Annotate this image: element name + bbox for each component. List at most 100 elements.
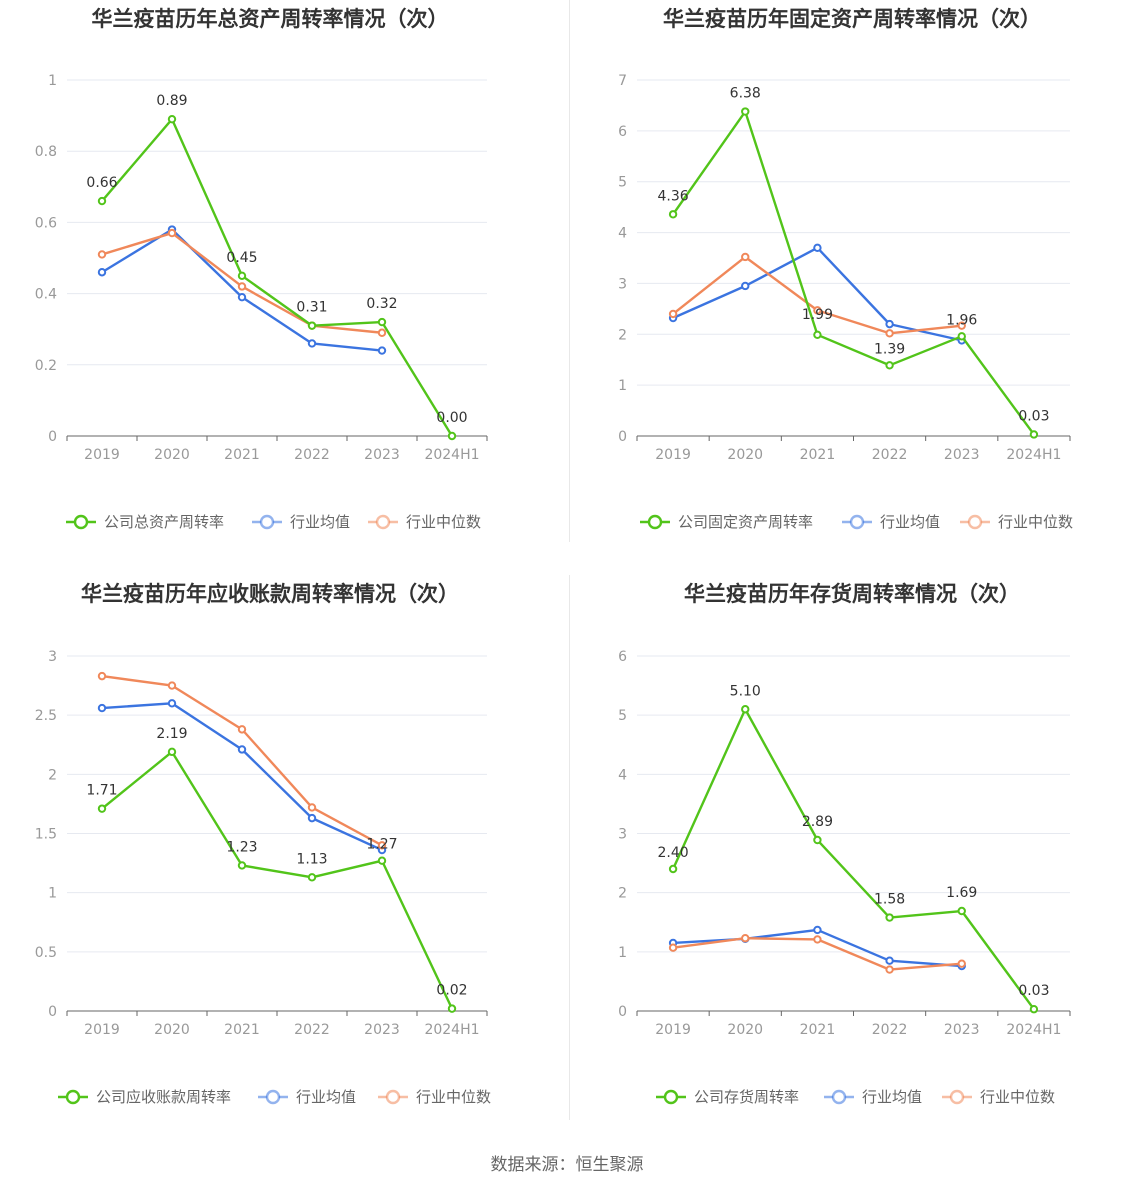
legend-item-median[interactable]: 行业中位数 (378, 1088, 491, 1106)
data-point-avg[interactable] (97, 268, 107, 277)
data-label: 2.40 (657, 845, 688, 861)
data-point-avg[interactable] (741, 281, 750, 291)
data-point-avg[interactable] (97, 703, 107, 713)
data-label: 1.96 (946, 312, 977, 328)
data-point-company[interactable] (885, 361, 894, 370)
legend-circle-icon (375, 514, 391, 530)
data-point-median[interactable] (957, 321, 966, 330)
data-point-median[interactable] (97, 250, 107, 259)
x-tick-label: 2022 (872, 447, 908, 463)
data-point-median[interactable] (813, 935, 822, 944)
data-point-company[interactable] (97, 196, 107, 206)
data-point-median[interactable] (237, 725, 247, 734)
data-point-avg[interactable] (377, 346, 387, 355)
legend-item-median[interactable]: 行业中位数 (368, 513, 481, 531)
data-point-company[interactable] (668, 864, 678, 874)
x-tick-label: 2019 (84, 447, 120, 463)
data-point-company[interactable] (237, 861, 247, 870)
data-point-avg[interactable] (237, 745, 247, 754)
data-point-company[interactable] (741, 107, 750, 116)
data-point-median[interactable] (885, 329, 894, 338)
data-point-company[interactable] (377, 856, 387, 865)
data-point-company[interactable] (97, 804, 107, 813)
data-point-avg[interactable] (813, 925, 822, 935)
x-tick-label: 2022 (294, 447, 330, 463)
data-point-avg[interactable] (237, 292, 247, 302)
legend-circle-icon (65, 1089, 81, 1105)
data-label: 0.89 (156, 93, 187, 109)
legend-label: 公司应收账款周转率 (96, 1088, 231, 1106)
data-point-company[interactable] (1029, 1005, 1039, 1014)
series-line-avg (672, 246, 963, 342)
data-point-company[interactable] (813, 330, 822, 339)
data-label: 1.39 (874, 341, 905, 357)
legend-item-company[interactable]: 公司总资产周转率 (66, 513, 224, 531)
legend-item-avg[interactable]: 行业均值 (842, 513, 940, 531)
legend-item-avg[interactable]: 行业均值 (258, 1088, 356, 1106)
x-tick-label: 2024H1 (424, 1022, 479, 1038)
y-tick-label: 1.5 (35, 827, 57, 843)
data-point-median[interactable] (668, 943, 678, 952)
data-point-company[interactable] (447, 1004, 457, 1013)
legend-label: 行业均值 (862, 1088, 922, 1106)
data-point-company[interactable] (957, 906, 966, 916)
data-point-median[interactable] (813, 306, 822, 315)
data-point-company[interactable] (957, 332, 966, 341)
data-point-company[interactable] (668, 210, 678, 219)
data-point-company[interactable] (167, 114, 177, 124)
data-point-avg[interactable] (167, 699, 177, 708)
legend-label: 公司总资产周转率 (104, 513, 224, 531)
legend-circle-icon (73, 514, 89, 530)
data-point-median[interactable] (97, 671, 107, 681)
data-point-company[interactable] (813, 835, 822, 845)
data-point-avg[interactable] (813, 243, 822, 253)
legend-item-company[interactable]: 公司存货周转率 (656, 1088, 799, 1106)
data-label: 1.58 (874, 892, 905, 908)
y-tick-label: 0 (618, 1004, 627, 1020)
data-point-company[interactable] (307, 321, 317, 330)
data-point-company[interactable] (741, 705, 750, 714)
data-point-avg[interactable] (307, 339, 317, 348)
data-point-median[interactable] (377, 841, 387, 850)
data-point-median[interactable] (307, 803, 317, 812)
data-point-avg[interactable] (885, 956, 894, 965)
data-point-company[interactable] (167, 747, 177, 757)
data-point-median[interactable] (237, 282, 247, 291)
legend-item-median[interactable]: 行业中位数 (942, 1088, 1055, 1106)
data-point-median[interactable] (885, 965, 894, 974)
data-label: 0.00 (436, 410, 467, 426)
legend-item-company[interactable]: 公司应收账款周转率 (58, 1088, 231, 1106)
legend-circle-icon (647, 514, 663, 530)
legend-item-avg[interactable]: 行业均值 (252, 513, 350, 531)
data-point-median[interactable] (668, 309, 678, 319)
data-point-median[interactable] (167, 681, 177, 690)
legend-item-avg[interactable]: 行业均值 (824, 1088, 922, 1106)
data-point-company[interactable] (885, 913, 894, 922)
data-point-median[interactable] (957, 959, 966, 968)
legend-item-median[interactable]: 行业中位数 (960, 513, 1073, 531)
data-point-avg[interactable] (307, 813, 317, 823)
data-point-avg[interactable] (885, 319, 894, 329)
data-label: 4.36 (657, 188, 688, 204)
data-point-company[interactable] (447, 431, 457, 441)
y-tick-label: 0.4 (35, 287, 57, 303)
data-point-company[interactable] (237, 271, 247, 280)
legend-label: 行业均值 (296, 1088, 356, 1106)
x-tick-label: 2020 (727, 447, 763, 463)
data-label: 1.71 (86, 783, 117, 799)
data-point-company[interactable] (377, 317, 387, 327)
chart-title: 华兰疫苗历年存货周转率情况（次） (684, 582, 1020, 606)
data-label: 0.66 (86, 175, 117, 191)
data-point-median[interactable] (741, 252, 750, 262)
data-point-company[interactable] (307, 873, 317, 882)
y-tick-label: 3 (48, 649, 57, 665)
data-label: 1.69 (946, 885, 977, 901)
series-line-company (672, 110, 1035, 436)
data-point-company[interactable] (1029, 430, 1039, 439)
data-point-median[interactable] (167, 228, 177, 238)
data-label: 0.31 (296, 300, 327, 316)
x-tick-label: 2020 (154, 447, 190, 463)
data-point-median[interactable] (741, 934, 750, 943)
legend-item-company[interactable]: 公司固定资产周转率 (640, 513, 813, 531)
data-point-median[interactable] (377, 328, 387, 337)
